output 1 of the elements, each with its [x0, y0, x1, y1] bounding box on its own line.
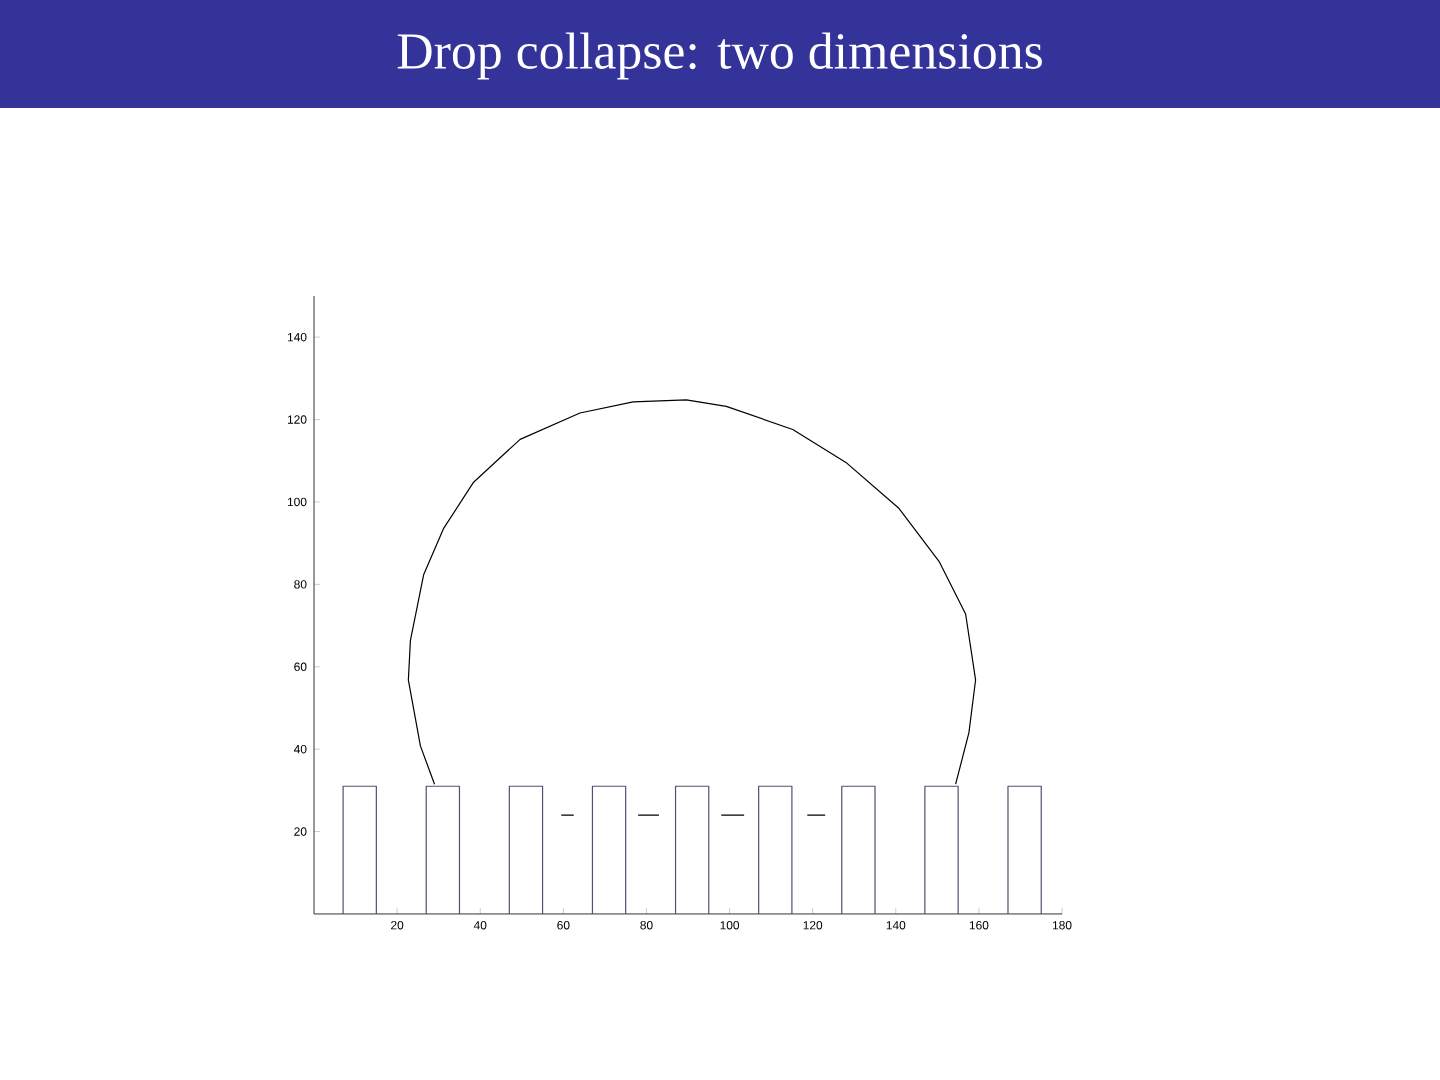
chart-title: Drop collapse: two dimensions [397, 32, 1042, 80]
